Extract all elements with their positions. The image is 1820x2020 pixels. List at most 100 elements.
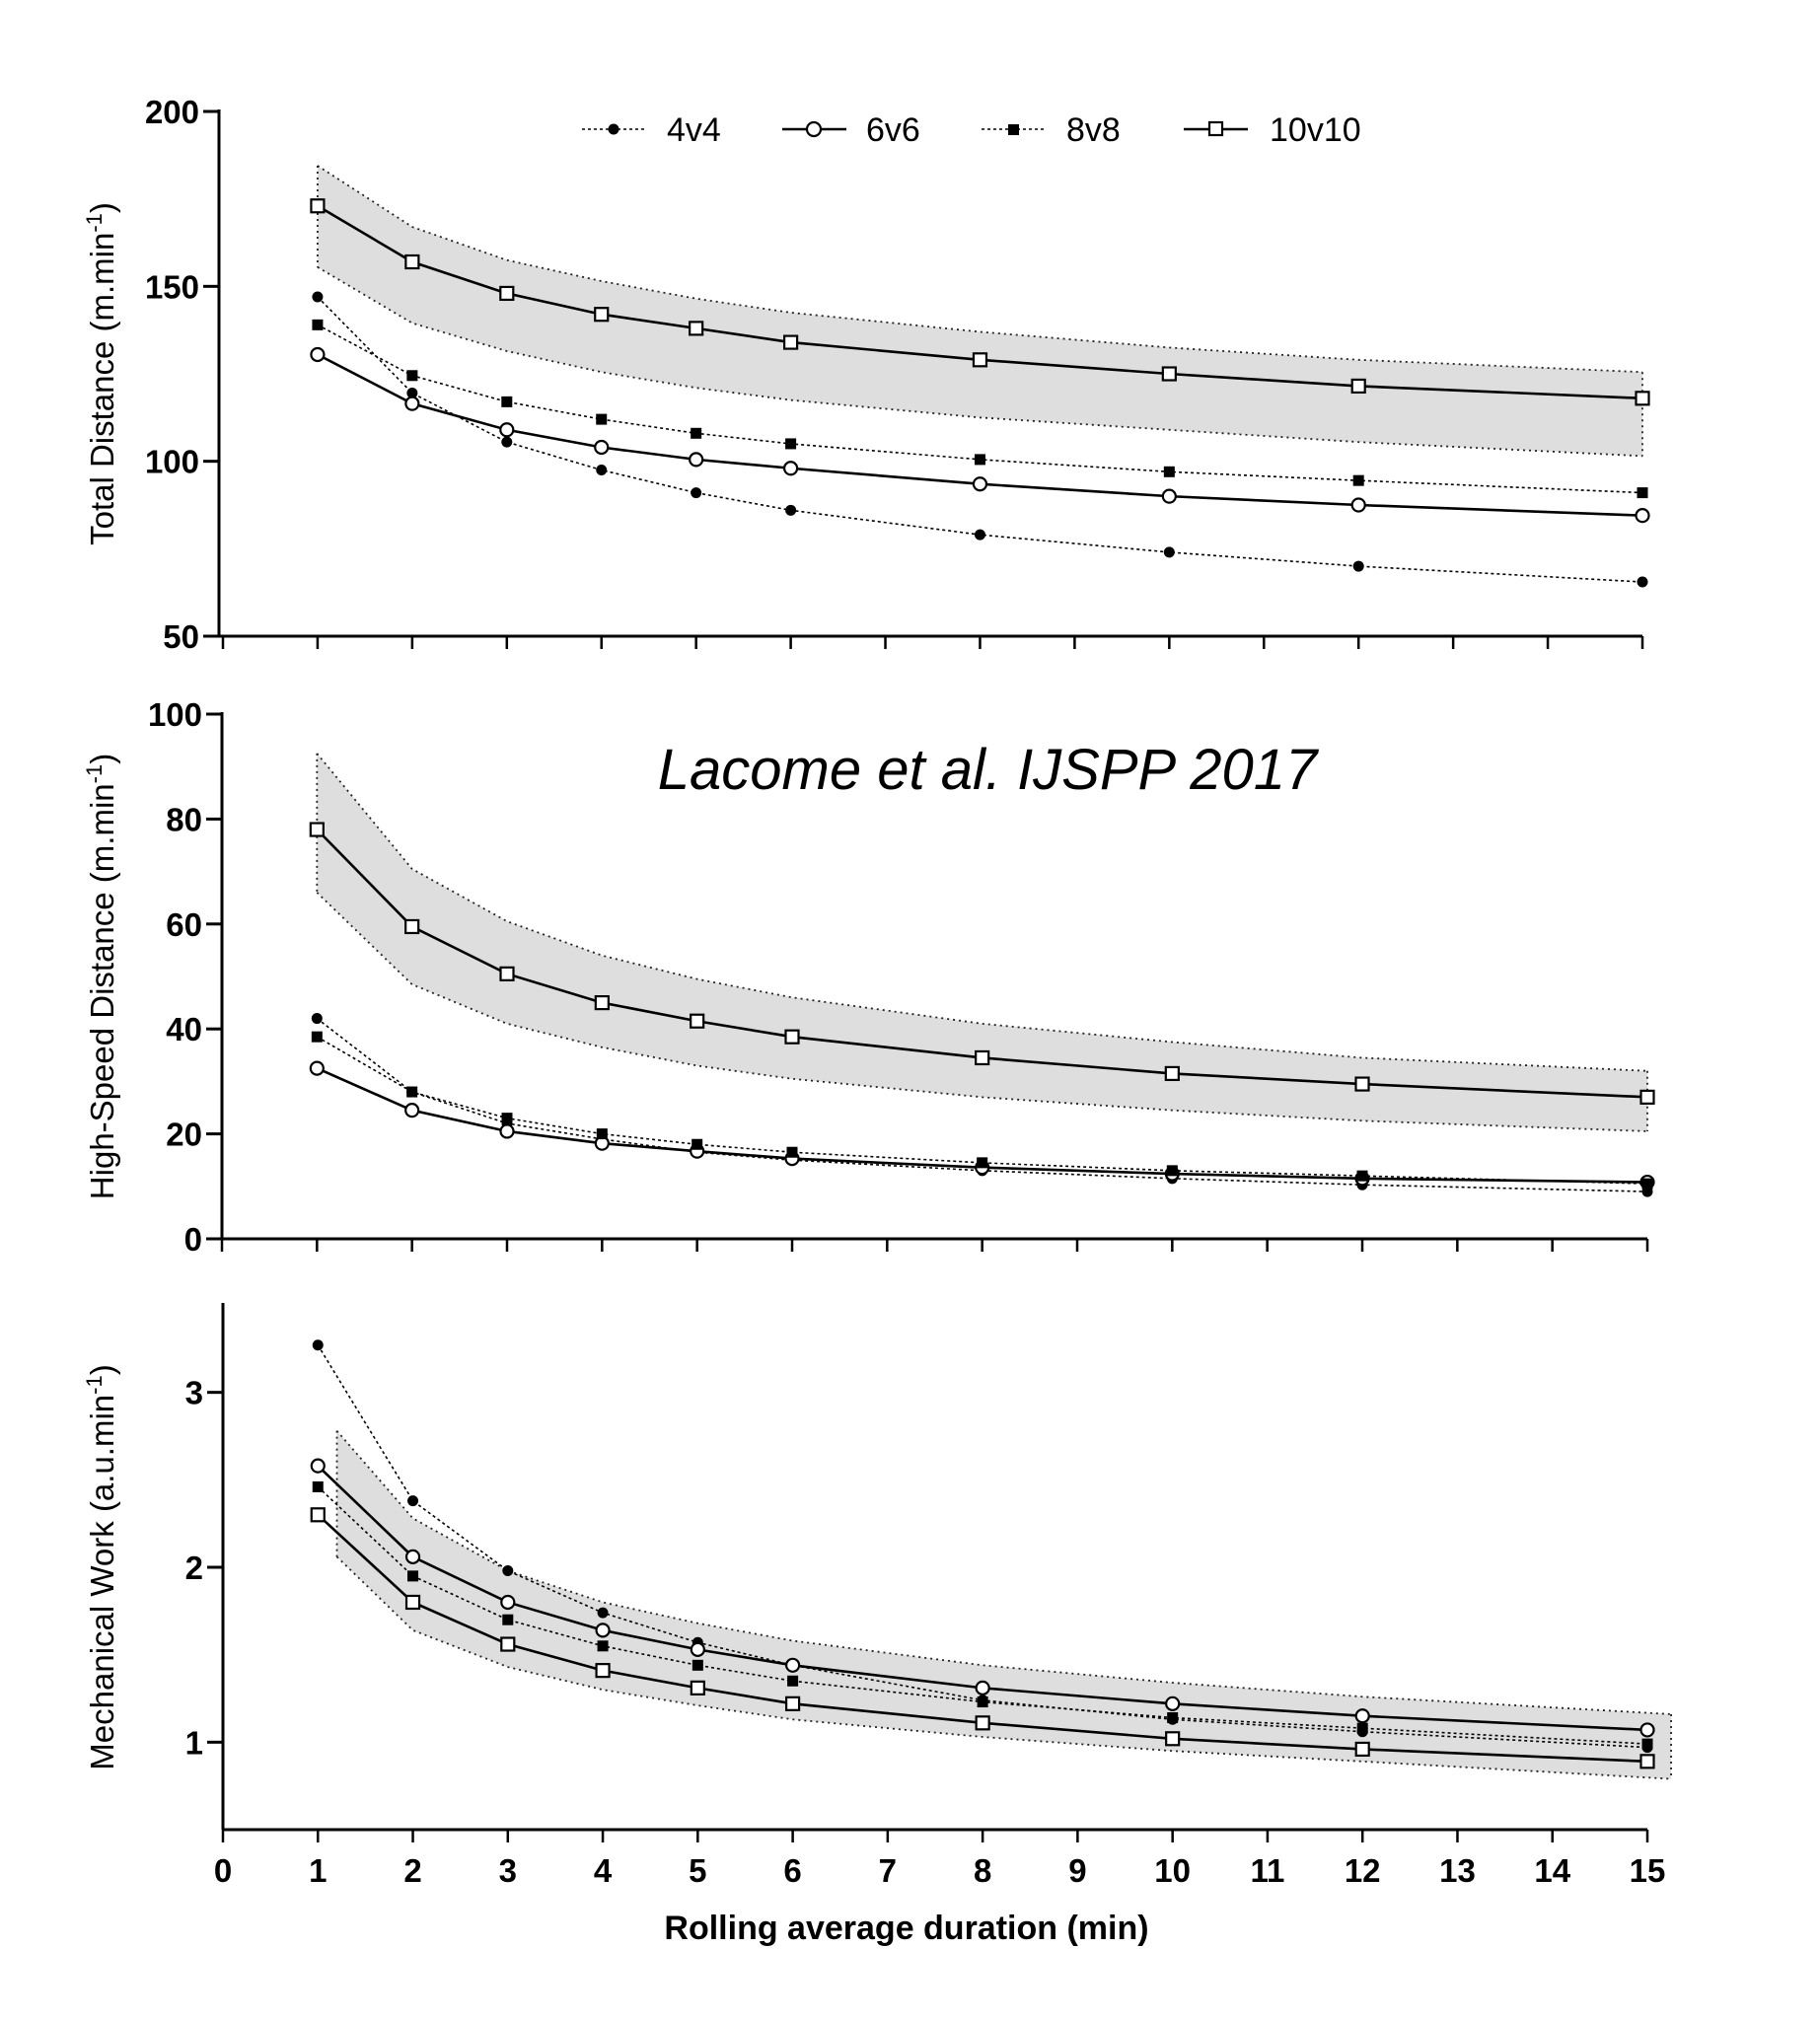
data-point-4v4 (596, 465, 608, 476)
legend-label-6v6: 6v6 (866, 111, 920, 149)
data-point-6v6 (595, 1623, 611, 1638)
data-point-10v10 (310, 198, 326, 214)
data-point-8v8 (977, 1696, 988, 1708)
x-tick-label: 15 (1630, 1852, 1666, 1889)
legend-item-4v4: 4v4 (582, 111, 721, 149)
data-point-4v4 (1352, 560, 1364, 572)
data-point-10v10 (1350, 378, 1366, 395)
data-point-8v8 (501, 396, 513, 407)
series-lines-mechanical-work (317, 1344, 1648, 1764)
data-point-4v4 (785, 504, 797, 516)
data-point-4v4 (691, 487, 702, 499)
data-point-10v10 (404, 253, 420, 270)
axes-total-distance: 50 100 150 200 (145, 94, 1644, 655)
series-line-8v8 (317, 324, 1643, 494)
axes-mechanical-work: 1 2 3 (185, 1303, 1649, 1842)
data-point-6v6 (1161, 488, 1177, 504)
data-point-8v8 (692, 1659, 703, 1671)
data-point-4v4 (502, 1565, 514, 1577)
data-point-8v8 (1167, 1712, 1179, 1724)
x-tick-label: 12 (1345, 1852, 1381, 1889)
series-line-6v6 (316, 1066, 1648, 1184)
band-upper-edge (317, 165, 1643, 374)
data-point-6v6 (972, 476, 988, 492)
data-point-6v6 (499, 422, 515, 438)
y-tick-label: 50 (163, 618, 199, 655)
data-point-8v8 (1356, 1722, 1368, 1734)
data-point-10v10 (784, 1695, 801, 1711)
annotation-citation: Lacome et al. IJSPP 2017 (658, 738, 1320, 802)
series-line-6v6 (317, 1465, 1648, 1732)
y-tick-label: 40 (166, 1011, 202, 1047)
y-tick-label: 0 (184, 1221, 202, 1258)
series-markers-mechanical-work (310, 1339, 1655, 1769)
confidence-band-mechanical-work (335, 1430, 1672, 1780)
data-point-6v6 (1354, 1708, 1370, 1724)
x-tick-label: 1 (309, 1852, 327, 1889)
y-tick-label: 80 (166, 801, 202, 837)
legend-marker-4v4 (608, 123, 619, 135)
data-point-8v8 (312, 319, 324, 330)
data-point-6v6 (1635, 508, 1650, 524)
data-point-10v10 (1354, 1076, 1370, 1092)
data-point-8v8 (502, 1614, 514, 1625)
data-point-10v10 (1161, 366, 1177, 382)
y-tick-label: 200 (145, 94, 199, 130)
data-point-8v8 (596, 1128, 608, 1140)
data-point-4v4 (974, 529, 985, 541)
data-point-8v8 (786, 1146, 798, 1158)
x-tick-label: 13 (1439, 1852, 1476, 1889)
data-point-8v8 (597, 1640, 609, 1652)
y-axis-label-total-distance: Total Distance (m.min-1) (82, 202, 121, 545)
legend-marker-10v10 (1207, 120, 1224, 137)
series-line-4v4 (317, 296, 1643, 583)
data-point-10v10 (975, 1049, 990, 1066)
data-point-10v10 (310, 1507, 326, 1523)
data-point-8v8 (501, 1113, 513, 1124)
y-axis-label-high-speed: High-Speed Distance (m.min-1) (82, 754, 121, 1199)
data-point-6v6 (404, 396, 420, 411)
series-markers-high-speed (309, 822, 1655, 1197)
data-point-8v8 (407, 1570, 419, 1582)
data-point-6v6 (309, 1060, 325, 1076)
legend-item-6v6: 6v6 (782, 111, 920, 149)
series-line-4v4 (316, 1017, 1648, 1192)
y-tick-label: 1 (185, 1724, 203, 1761)
data-point-10v10 (1639, 1754, 1655, 1769)
data-point-10v10 (690, 1013, 705, 1029)
data-point-10v10 (500, 1636, 516, 1652)
panel-high-speed-distance: 0 20 40 60 80 100 High-Speed Distance (m.min-… (82, 696, 1655, 1258)
data-point-4v4 (312, 1339, 324, 1351)
data-point-6v6 (975, 1680, 990, 1695)
x-tick-label: 14 (1534, 1852, 1570, 1889)
data-point-10v10 (1639, 1089, 1655, 1105)
band-fill (317, 753, 1647, 1131)
data-point-8v8 (1163, 466, 1175, 477)
data-point-6v6 (1165, 1695, 1181, 1711)
data-point-8v8 (312, 1480, 324, 1492)
series-markers-total-distance (310, 198, 1650, 588)
data-point-6v6 (784, 1657, 801, 1673)
data-point-6v6 (1350, 497, 1366, 513)
data-point-8v8 (974, 454, 985, 466)
legend-marker-6v6 (805, 120, 823, 138)
x-tick-label: 8 (974, 1852, 991, 1889)
data-point-4v4 (312, 291, 324, 303)
data-point-6v6 (500, 1594, 516, 1611)
data-point-4v4 (1637, 576, 1648, 588)
data-point-8v8 (691, 427, 702, 439)
data-point-10v10 (404, 1594, 421, 1611)
y-axis-label-mechanical-work: Mechanical Work (a.u.min-1) (82, 1364, 121, 1769)
x-tick-label: 7 (879, 1852, 897, 1889)
data-point-6v6 (594, 439, 610, 456)
y-tick-label: 3 (185, 1375, 203, 1411)
data-point-10v10 (1635, 391, 1650, 406)
x-tick-label: 3 (499, 1852, 517, 1889)
data-point-10v10 (309, 822, 325, 837)
data-point-8v8 (785, 438, 797, 450)
data-point-6v6 (689, 452, 704, 468)
data-point-6v6 (310, 346, 326, 363)
data-point-4v4 (501, 436, 513, 448)
series-line-6v6 (317, 353, 1643, 517)
data-point-8v8 (692, 1138, 703, 1150)
